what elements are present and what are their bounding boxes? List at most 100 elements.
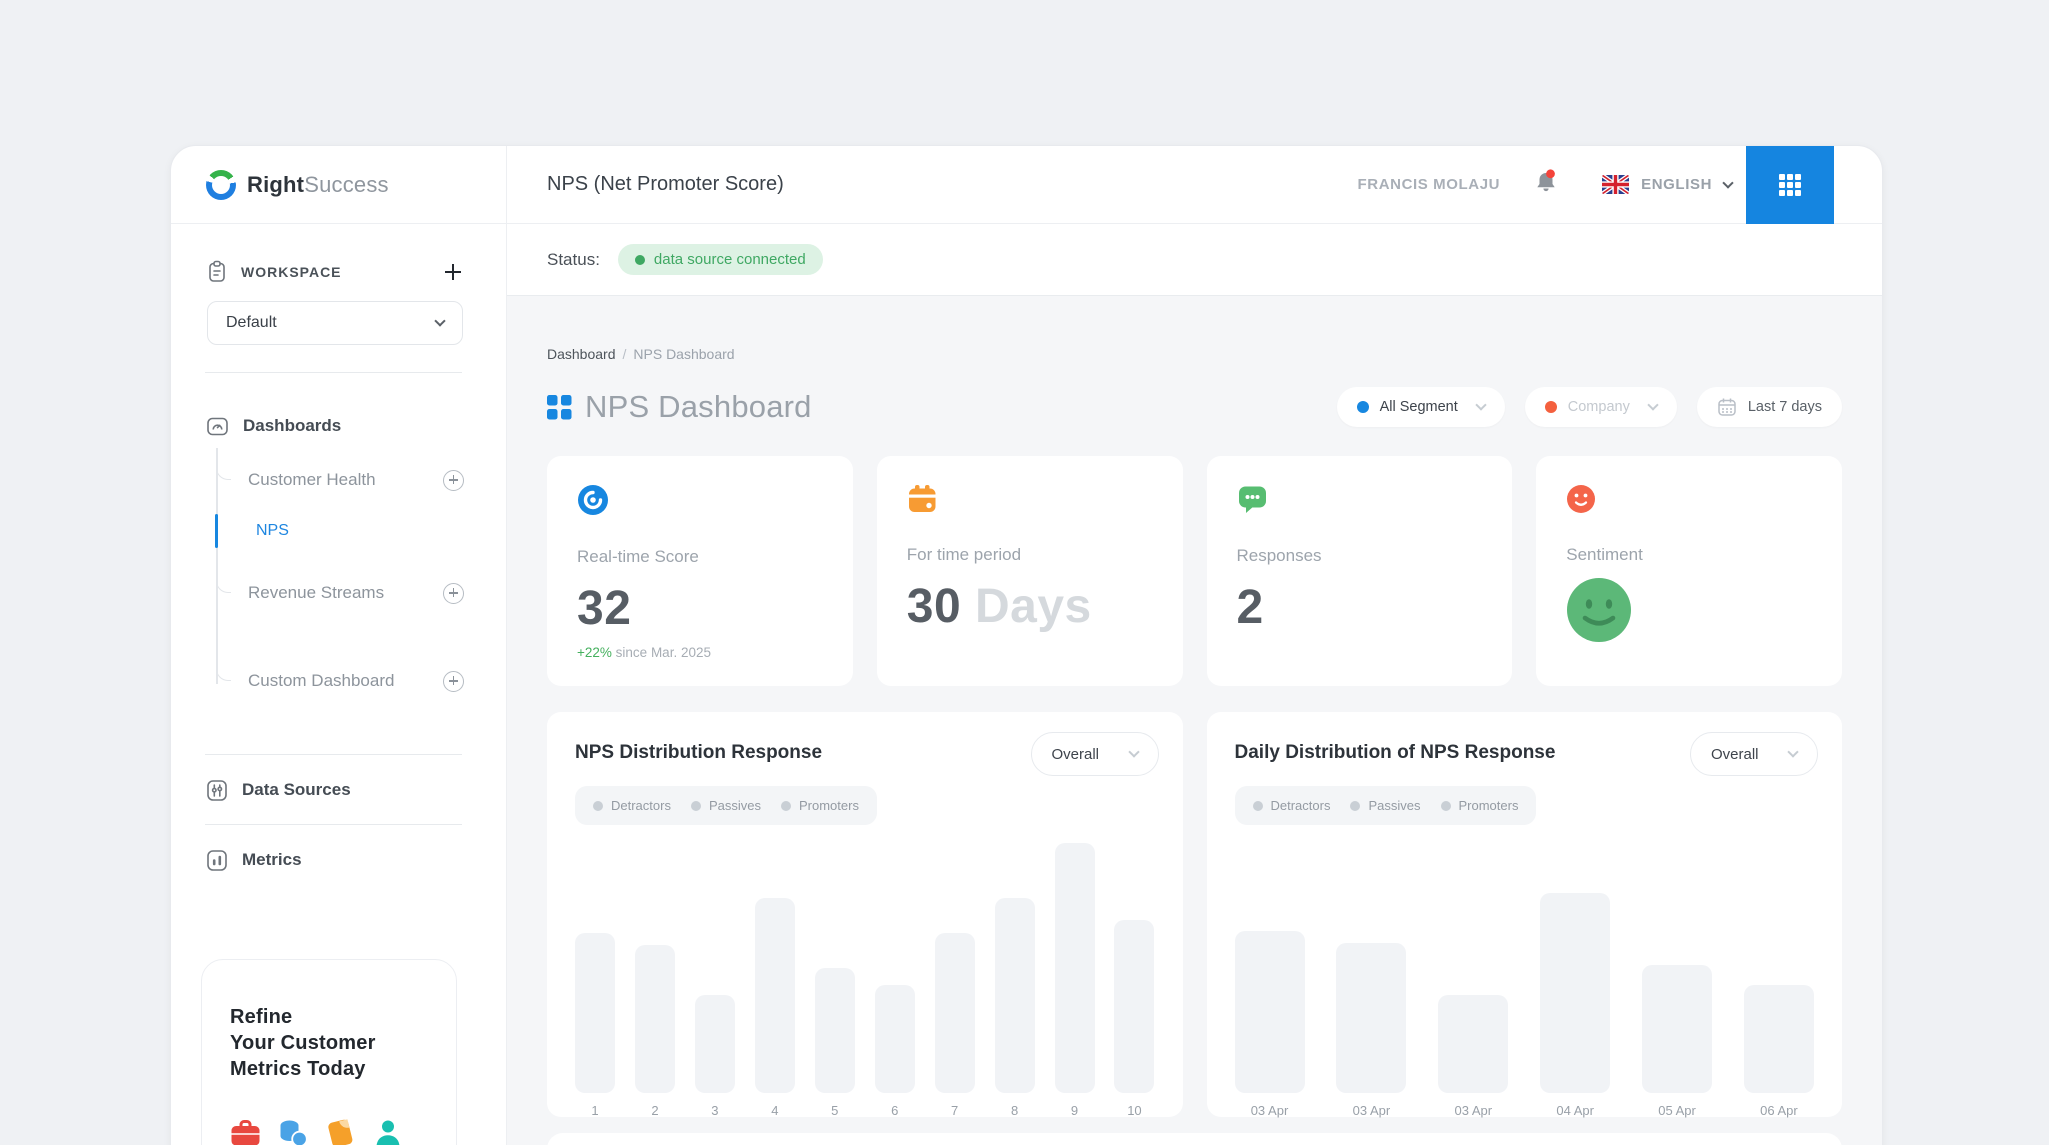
- tree-item-label: Custom Dashboard: [248, 671, 395, 690]
- plot-area: [575, 843, 1155, 1093]
- bar-9: [1054, 843, 1095, 1093]
- daterange-filter[interactable]: Last 7 days: [1696, 387, 1842, 427]
- metrics-icon: [207, 849, 227, 871]
- add-dashboard-button[interactable]: [443, 582, 464, 604]
- bar-06 Apr: [1743, 985, 1814, 1093]
- segment-filter[interactable]: All Segment: [1336, 387, 1505, 427]
- x-tick-label: 10: [1127, 1103, 1142, 1118]
- legend-item-promoters[interactable]: Promoters: [1440, 798, 1518, 813]
- tree-item-label: Customer Health: [248, 470, 376, 489]
- tree-branch-curve: [216, 571, 231, 593]
- legend-item-detractors[interactable]: Detractors: [593, 798, 671, 813]
- brand-name-primary: Right: [247, 171, 305, 197]
- legend-dot-icon: [690, 800, 701, 811]
- brand-logo-icon: [206, 169, 236, 200]
- promo-card: Refine Your Customer Metrics Today: [201, 959, 457, 1145]
- legend-dot-icon: [593, 800, 603, 811]
- sentiment-smiley-icon: [1566, 577, 1812, 648]
- x-tick-label: 04 Apr: [1556, 1103, 1594, 1118]
- user-menu[interactable]: FRANCIS MOLAJU: [1357, 176, 1501, 193]
- sidebar-item-label: Data Sources: [242, 780, 351, 799]
- plot-area: [1234, 843, 1815, 1093]
- header-actions: FRANCIS MOLAJU: [1358, 169, 1882, 200]
- kpi-label: Real-time Score: [577, 547, 699, 566]
- apps-grid-button[interactable]: [1746, 146, 1834, 224]
- notifications-bell-icon[interactable]: [1534, 169, 1558, 200]
- divider: [205, 824, 462, 825]
- logo: RightSuccess: [171, 146, 507, 223]
- kpi-card-time-period: For time period 30 Days: [876, 456, 1183, 686]
- chart-scope-dropdown[interactable]: Overall: [1690, 732, 1818, 776]
- language-selector[interactable]: ENGLISH: [1641, 176, 1712, 193]
- tree-item-customer-health[interactable]: Customer Health: [248, 462, 464, 498]
- tree-item-label: NPS: [256, 522, 289, 539]
- status-bar: Status: data source connected: [507, 224, 1882, 296]
- sidebar-item-label: Dashboards: [243, 416, 342, 435]
- x-tick-label: 06 Apr: [1760, 1103, 1798, 1118]
- chevron-down-icon: [1787, 746, 1799, 758]
- x-tick-label: 03 Apr: [1250, 1103, 1289, 1118]
- document-icon: [328, 1119, 353, 1145]
- segment-filter-value: All Segment: [1379, 399, 1458, 415]
- legend-item-detractors[interactable]: Detractors: [1252, 798, 1330, 813]
- x-tick-label: 2: [651, 1103, 659, 1118]
- language-chevron-down-icon[interactable]: [1722, 176, 1734, 189]
- legend-dot-icon: [1252, 800, 1263, 811]
- x-axis-labels: 03 Apr 03 Apr 03 Apr 04 Apr 05 Apr 06 Apr: [1235, 1103, 1815, 1118]
- legend-item-passives[interactable]: Passives: [1350, 798, 1421, 813]
- brand-name: RightSuccess: [247, 172, 389, 198]
- daterange-filter-value: Last 7 days: [1747, 399, 1822, 415]
- status-badge-text: data source connected: [653, 251, 806, 268]
- add-workspace-button[interactable]: [442, 261, 464, 283]
- kpi-label: Sentiment: [1566, 545, 1643, 564]
- legend: Detractors Passives Promoters: [575, 786, 877, 825]
- x-tick-label: 8: [1010, 1103, 1019, 1118]
- kpi-value: 32: [577, 582, 632, 635]
- tree-item-custom-dashboard[interactable]: Custom Dashboard: [248, 663, 464, 699]
- kpi-card-realtime-score: Real-time Score 32 +22% since Mar. 2025: [547, 456, 853, 686]
- chevron-down-icon: [1127, 746, 1140, 758]
- tree-item-nps[interactable]: NPS: [256, 513, 464, 549]
- calendar-orange-icon: [908, 485, 936, 512]
- bar-1: [575, 933, 615, 1093]
- dashboards-icon: [207, 417, 228, 435]
- company-filter[interactable]: Company: [1524, 387, 1677, 427]
- status-dot-icon: [634, 254, 645, 265]
- x-tick-label: 05 Apr: [1658, 1103, 1696, 1118]
- chart-title: NPS Distribution Response: [575, 742, 823, 763]
- bar-4: [754, 898, 795, 1093]
- breadcrumb-dashboard[interactable]: Dashboard: [547, 346, 616, 362]
- page-title: NPS Dashboard: [585, 389, 812, 424]
- content-area: Dashboard / NPS Dashboard NPS Dashboard: [507, 296, 1882, 1145]
- data-sources-icon: [207, 779, 227, 801]
- tree-item-revenue-streams[interactable]: Revenue Streams: [248, 575, 464, 611]
- briefcase-icon: [231, 1120, 260, 1145]
- dashboard-grid-icon: [547, 394, 572, 419]
- grid-icon: [1779, 174, 1801, 196]
- header-main: NPS (Net Promoter Score) FRANCIS MOLAJU: [507, 146, 1882, 224]
- sidebar-item-dashboards[interactable]: Dashboards: [206, 404, 464, 448]
- next-section-card: [547, 1133, 1842, 1145]
- bar-7: [934, 933, 975, 1093]
- segment-dot-icon: [1356, 401, 1369, 413]
- workspace-select[interactable]: Default: [207, 301, 463, 345]
- filters: All Segment Company: [1336, 387, 1842, 427]
- x-tick-label: 03 Apr: [1352, 1103, 1391, 1118]
- bar-5: [814, 968, 855, 1093]
- legend-item-passives[interactable]: Passives: [690, 798, 761, 813]
- add-dashboard-button[interactable]: [443, 670, 464, 692]
- legend-item-promoters[interactable]: Promoters: [781, 798, 859, 813]
- kpi-value-number: 30: [906, 580, 962, 633]
- chart-scope-value: Overall: [1711, 745, 1759, 763]
- breadcrumb-nps-dashboard: NPS Dashboard: [633, 346, 735, 362]
- chevron-down-icon: [1475, 399, 1487, 411]
- chart-scope-dropdown[interactable]: Overall: [1030, 732, 1159, 776]
- brand-name-secondary: Success: [304, 171, 389, 197]
- company-dot-icon: [1544, 401, 1557, 413]
- add-dashboard-button[interactable]: [443, 469, 464, 491]
- charts-row: NPS Distribution Response Overall Detrac…: [547, 712, 1842, 1118]
- sidebar-item-metrics[interactable]: Metrics: [206, 838, 464, 882]
- sidebar-item-data-sources[interactable]: Data Sources: [206, 768, 464, 812]
- top-header: RightSuccess NPS (Net Promoter Score) FR…: [171, 146, 1882, 224]
- breadcrumb-separator: /: [622, 346, 627, 362]
